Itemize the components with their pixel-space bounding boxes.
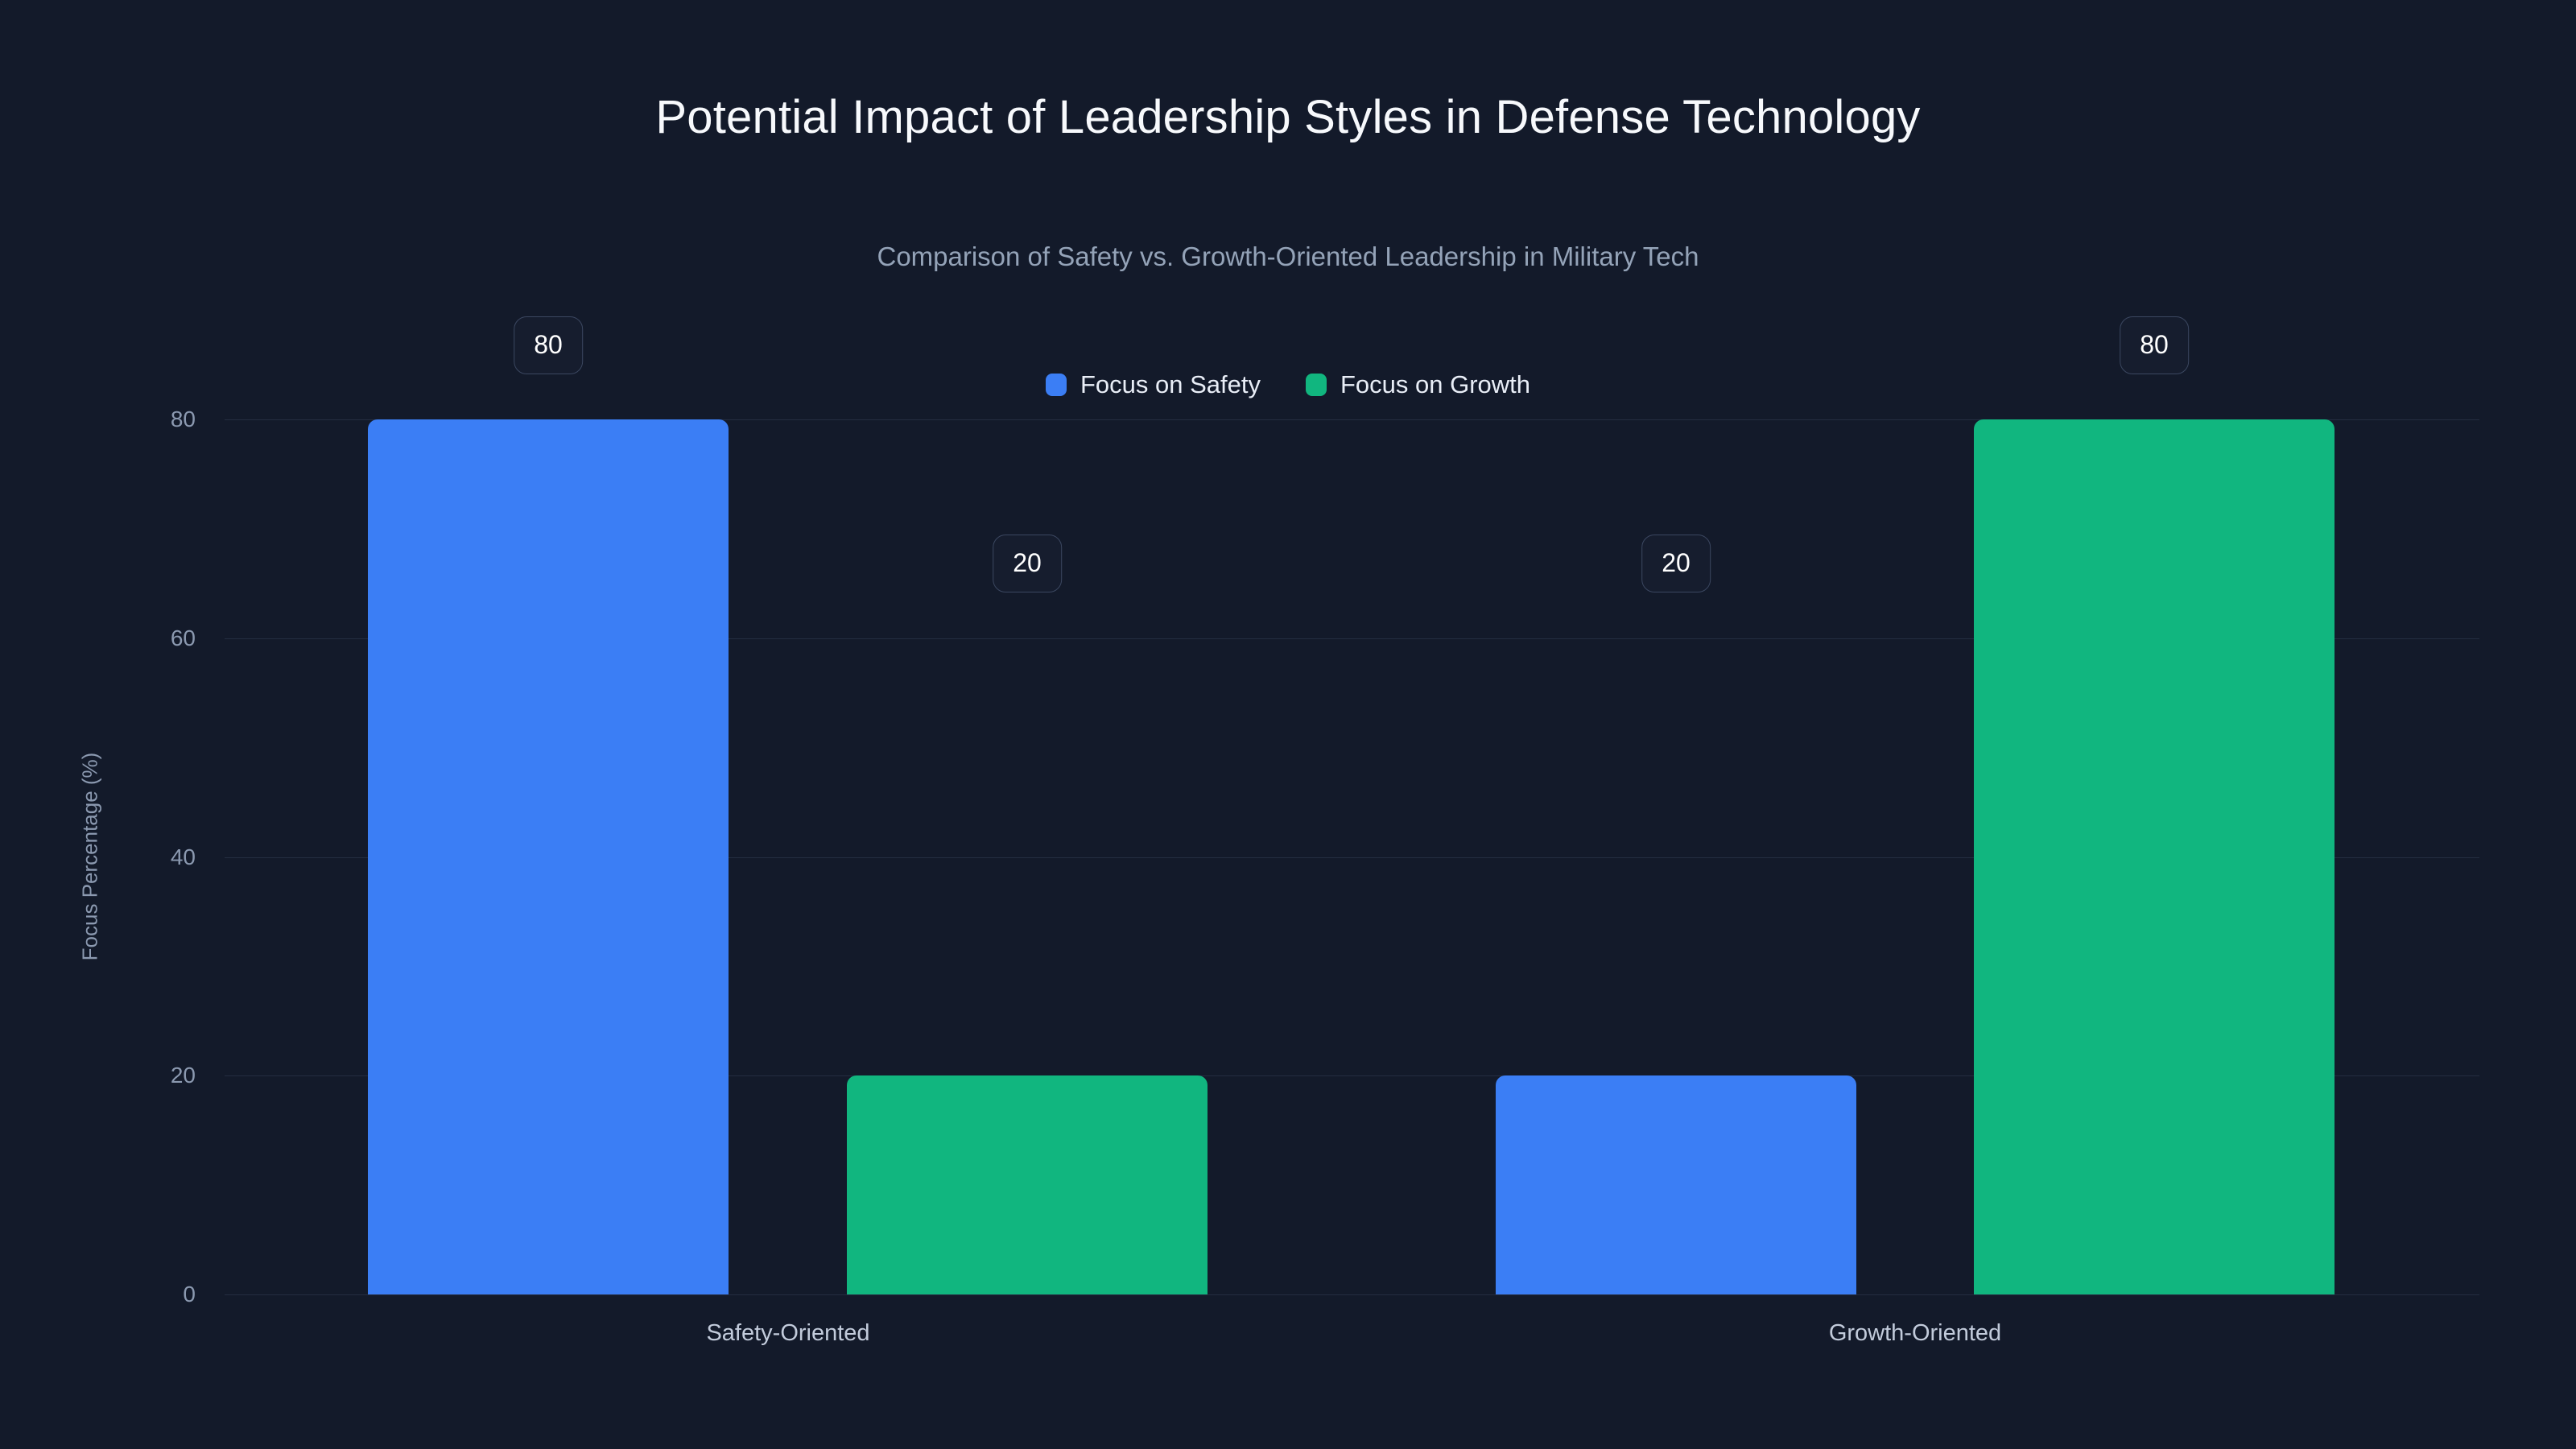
chart-subtitle: Comparison of Safety vs. Growth-Oriented… <box>877 242 1699 271</box>
y-tick-label: 80 <box>170 407 196 431</box>
y-tick-label: 40 <box>170 844 196 869</box>
gridline <box>225 638 2479 639</box>
plot-area: 80 20 20 80 <box>225 316 2479 1295</box>
chart-title: Potential Impact of Leadership Styles in… <box>655 91 1921 143</box>
x-tick-label-growth-oriented: Growth-Oriented <box>1828 1320 2002 1346</box>
data-label-growth-oriented-focus-on-growth: 80 <box>2120 316 2189 374</box>
y-axis-ticks: 80 60 40 20 0 <box>0 407 225 1307</box>
gridline <box>225 857 2479 858</box>
chart-legend: Focus on Safety Focus on Growth <box>0 372 2576 397</box>
gridline <box>225 1075 2479 1077</box>
y-tick-label: 20 <box>170 1063 196 1088</box>
legend-swatch-icon <box>1045 373 1067 396</box>
legend-swatch-icon <box>1305 373 1327 396</box>
y-tick-label: 60 <box>170 625 196 650</box>
gridline <box>225 419 2479 420</box>
x-axis-labels: Safety-Oriented Growth-Oriented <box>225 1320 2479 1360</box>
bar-growth-oriented-focus-on-growth[interactable] <box>1974 419 2334 1294</box>
data-label-safety-oriented-focus-on-growth: 20 <box>993 535 1062 592</box>
legend-item-label: Focus on Safety <box>1080 370 1261 398</box>
y-axis-title: Focus Percentage (%) <box>77 752 102 961</box>
data-label-safety-oriented-focus-on-safety: 80 <box>514 316 583 374</box>
data-label-growth-oriented-focus-on-safety: 20 <box>1641 535 1711 592</box>
bar-safety-oriented-focus-on-safety[interactable] <box>368 419 729 1294</box>
y-tick-label: 0 <box>183 1282 196 1307</box>
x-tick-label-safety-oriented: Safety-Oriented <box>706 1320 870 1346</box>
legend-item-focus-on-growth[interactable]: Focus on Growth <box>1305 370 1531 398</box>
legend-item-label: Focus on Growth <box>1340 370 1531 398</box>
legend-item-focus-on-safety[interactable]: Focus on Safety <box>1045 370 1261 398</box>
bar-safety-oriented-focus-on-growth[interactable] <box>847 1075 1208 1294</box>
gridline <box>225 1294 2479 1295</box>
bar-growth-oriented-focus-on-safety[interactable] <box>1496 1075 1856 1294</box>
